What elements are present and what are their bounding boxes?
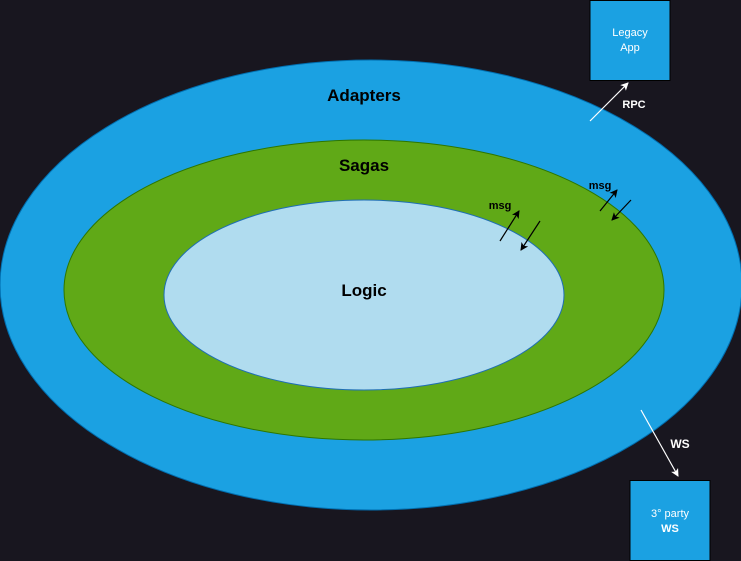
msg-inner-in-arrow — [520, 220, 541, 251]
msg-inner-label: msg — [489, 200, 512, 212]
legacy-app-label-line2: App — [620, 42, 640, 54]
rpc-label: RPC — [622, 99, 645, 111]
sagas-label: Sagas — [339, 156, 389, 175]
third-party-ws-label-line2: WS — [661, 523, 679, 535]
logic-layer — [163, 199, 565, 391]
third-party-ws-label-line1: 3° party — [651, 508, 690, 520]
ws-label: WS — [670, 437, 689, 451]
ws-arrow — [640, 409, 679, 477]
msg-outer-out-arrow — [599, 189, 618, 212]
legacy-app-box — [589, 0, 671, 81]
third-party-ws-box — [629, 480, 711, 561]
adapters-label: Adapters — [327, 86, 401, 105]
legacy-app-label-line1: Legacy — [612, 27, 648, 39]
msg-inner-out-arrow — [499, 210, 520, 242]
msg-outer-label: msg — [589, 180, 612, 192]
logic-label: Logic — [341, 281, 386, 300]
msg-outer-in-arrow — [611, 199, 632, 221]
rpc-arrow — [589, 82, 629, 122]
